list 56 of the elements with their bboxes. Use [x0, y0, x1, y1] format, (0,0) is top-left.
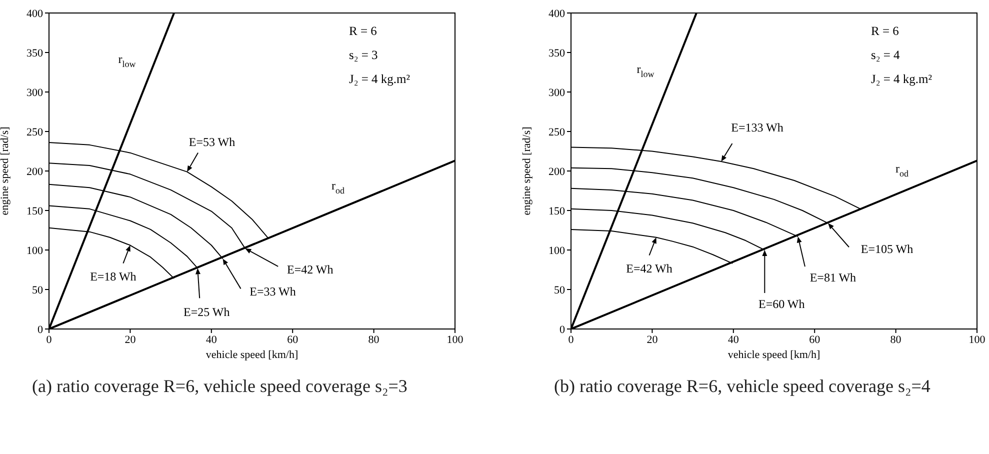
x-tick-label: 20	[646, 334, 658, 346]
y-tick-label: 350	[548, 47, 566, 60]
annotation: E=60 Wh	[758, 296, 805, 311]
annotation: E=133 Wh	[731, 120, 784, 134]
text: (b) ratio coverage R=6, vehicle speed coverage s₂=4	[554, 375, 932, 398]
annotation: J₂ = 4 kg.m²	[871, 72, 932, 86]
annotation: s₂ = 4	[871, 48, 901, 62]
y-tick-label: 200	[26, 166, 44, 178]
series-label: r$_{low}$	[636, 62, 655, 80]
y-tick-label: 400	[26, 8, 44, 20]
series-label: r$_{low}$	[118, 52, 136, 70]
y-tick-label: 300	[548, 86, 566, 99]
annotation: E=25 Wh	[183, 304, 230, 319]
y-tick-label: 50	[554, 284, 566, 296]
x-tick-label: 100	[446, 334, 464, 346]
series-label: r$_{od}$	[332, 178, 345, 196]
annotation: E=105 Wh	[860, 242, 914, 256]
y-axis-title: engine speed [rad/s]	[520, 126, 533, 216]
annotation: R = 6	[871, 24, 899, 38]
y-tick-label: 150	[548, 205, 566, 218]
x-tick-label: 60	[287, 334, 299, 346]
annotation: s₂ = 3	[349, 48, 378, 62]
x-tick-label: 0	[46, 334, 52, 346]
x-tick-label: 0	[568, 334, 574, 346]
y-tick-label: 250	[548, 126, 566, 138]
annotation: E=81 Wh	[810, 270, 856, 284]
y-tick-label: 250	[26, 126, 44, 138]
annotation: J₂ = 4 kg.m²	[349, 72, 410, 86]
x-tick-label: 40	[206, 334, 218, 346]
y-tick-label: 400	[548, 8, 566, 20]
y-tick-label: 100	[26, 244, 44, 257]
x-axis-title: vehicle speed [km/h]	[206, 349, 298, 361]
annotation: E=18 Wh	[90, 269, 136, 284]
y-tick-label: 0	[560, 324, 566, 336]
text: (a) ratio coverage R=6, vehicle speed coverage s₂=3	[32, 375, 408, 398]
y-tick-label: 200	[548, 166, 566, 178]
y-tick-label: 300	[26, 86, 44, 99]
x-tick-label: 80	[368, 334, 380, 346]
y-axis-title: engine speed [rad/s]	[0, 126, 11, 216]
annotation: E=42 Wh	[286, 262, 334, 276]
x-tick-label: 60	[809, 334, 821, 346]
y-tick-label: 50	[32, 284, 44, 296]
x-tick-label: 20	[124, 334, 136, 346]
x-tick-label: 40	[728, 334, 740, 346]
annotation: E=33 Wh	[250, 284, 296, 298]
x-tick-label: 80	[890, 334, 902, 346]
x-axis-title: vehicle speed [km/h]	[728, 349, 820, 361]
annotation: E=42 Wh	[626, 261, 672, 276]
y-tick-label: 100	[548, 244, 566, 257]
y-tick-label: 350	[26, 47, 44, 60]
y-tick-label: 0	[38, 324, 44, 336]
annotation: R = 6	[349, 24, 377, 38]
y-tick-label: 150	[26, 205, 44, 218]
annotation: E=53 Wh	[188, 134, 236, 149]
series-label: r$_{od}$	[896, 161, 909, 179]
x-tick-label: 100	[968, 334, 986, 346]
